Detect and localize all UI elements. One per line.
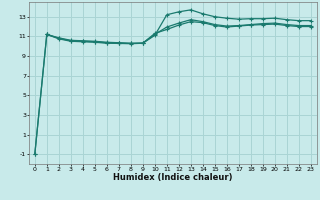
X-axis label: Humidex (Indice chaleur): Humidex (Indice chaleur): [113, 173, 233, 182]
